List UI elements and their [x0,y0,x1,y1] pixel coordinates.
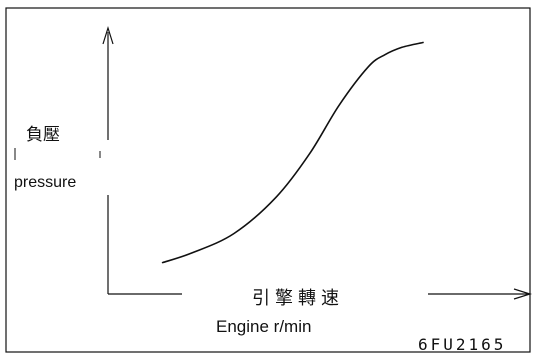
figure-frame [5,7,531,353]
y-axis-label-chinese: 負壓 [26,125,60,145]
x-axis-label-chinese: 引擎轉速 [252,288,344,309]
y-axis-label-english: pressure [14,174,76,191]
x-axis-arrow [513,288,533,300]
y-axis-arrow [102,25,114,45]
x-axis-label-english: Engine r/min [216,317,311,336]
figure-code: 6FU2165 [418,335,506,354]
series-line-pressure [161,41,424,264]
